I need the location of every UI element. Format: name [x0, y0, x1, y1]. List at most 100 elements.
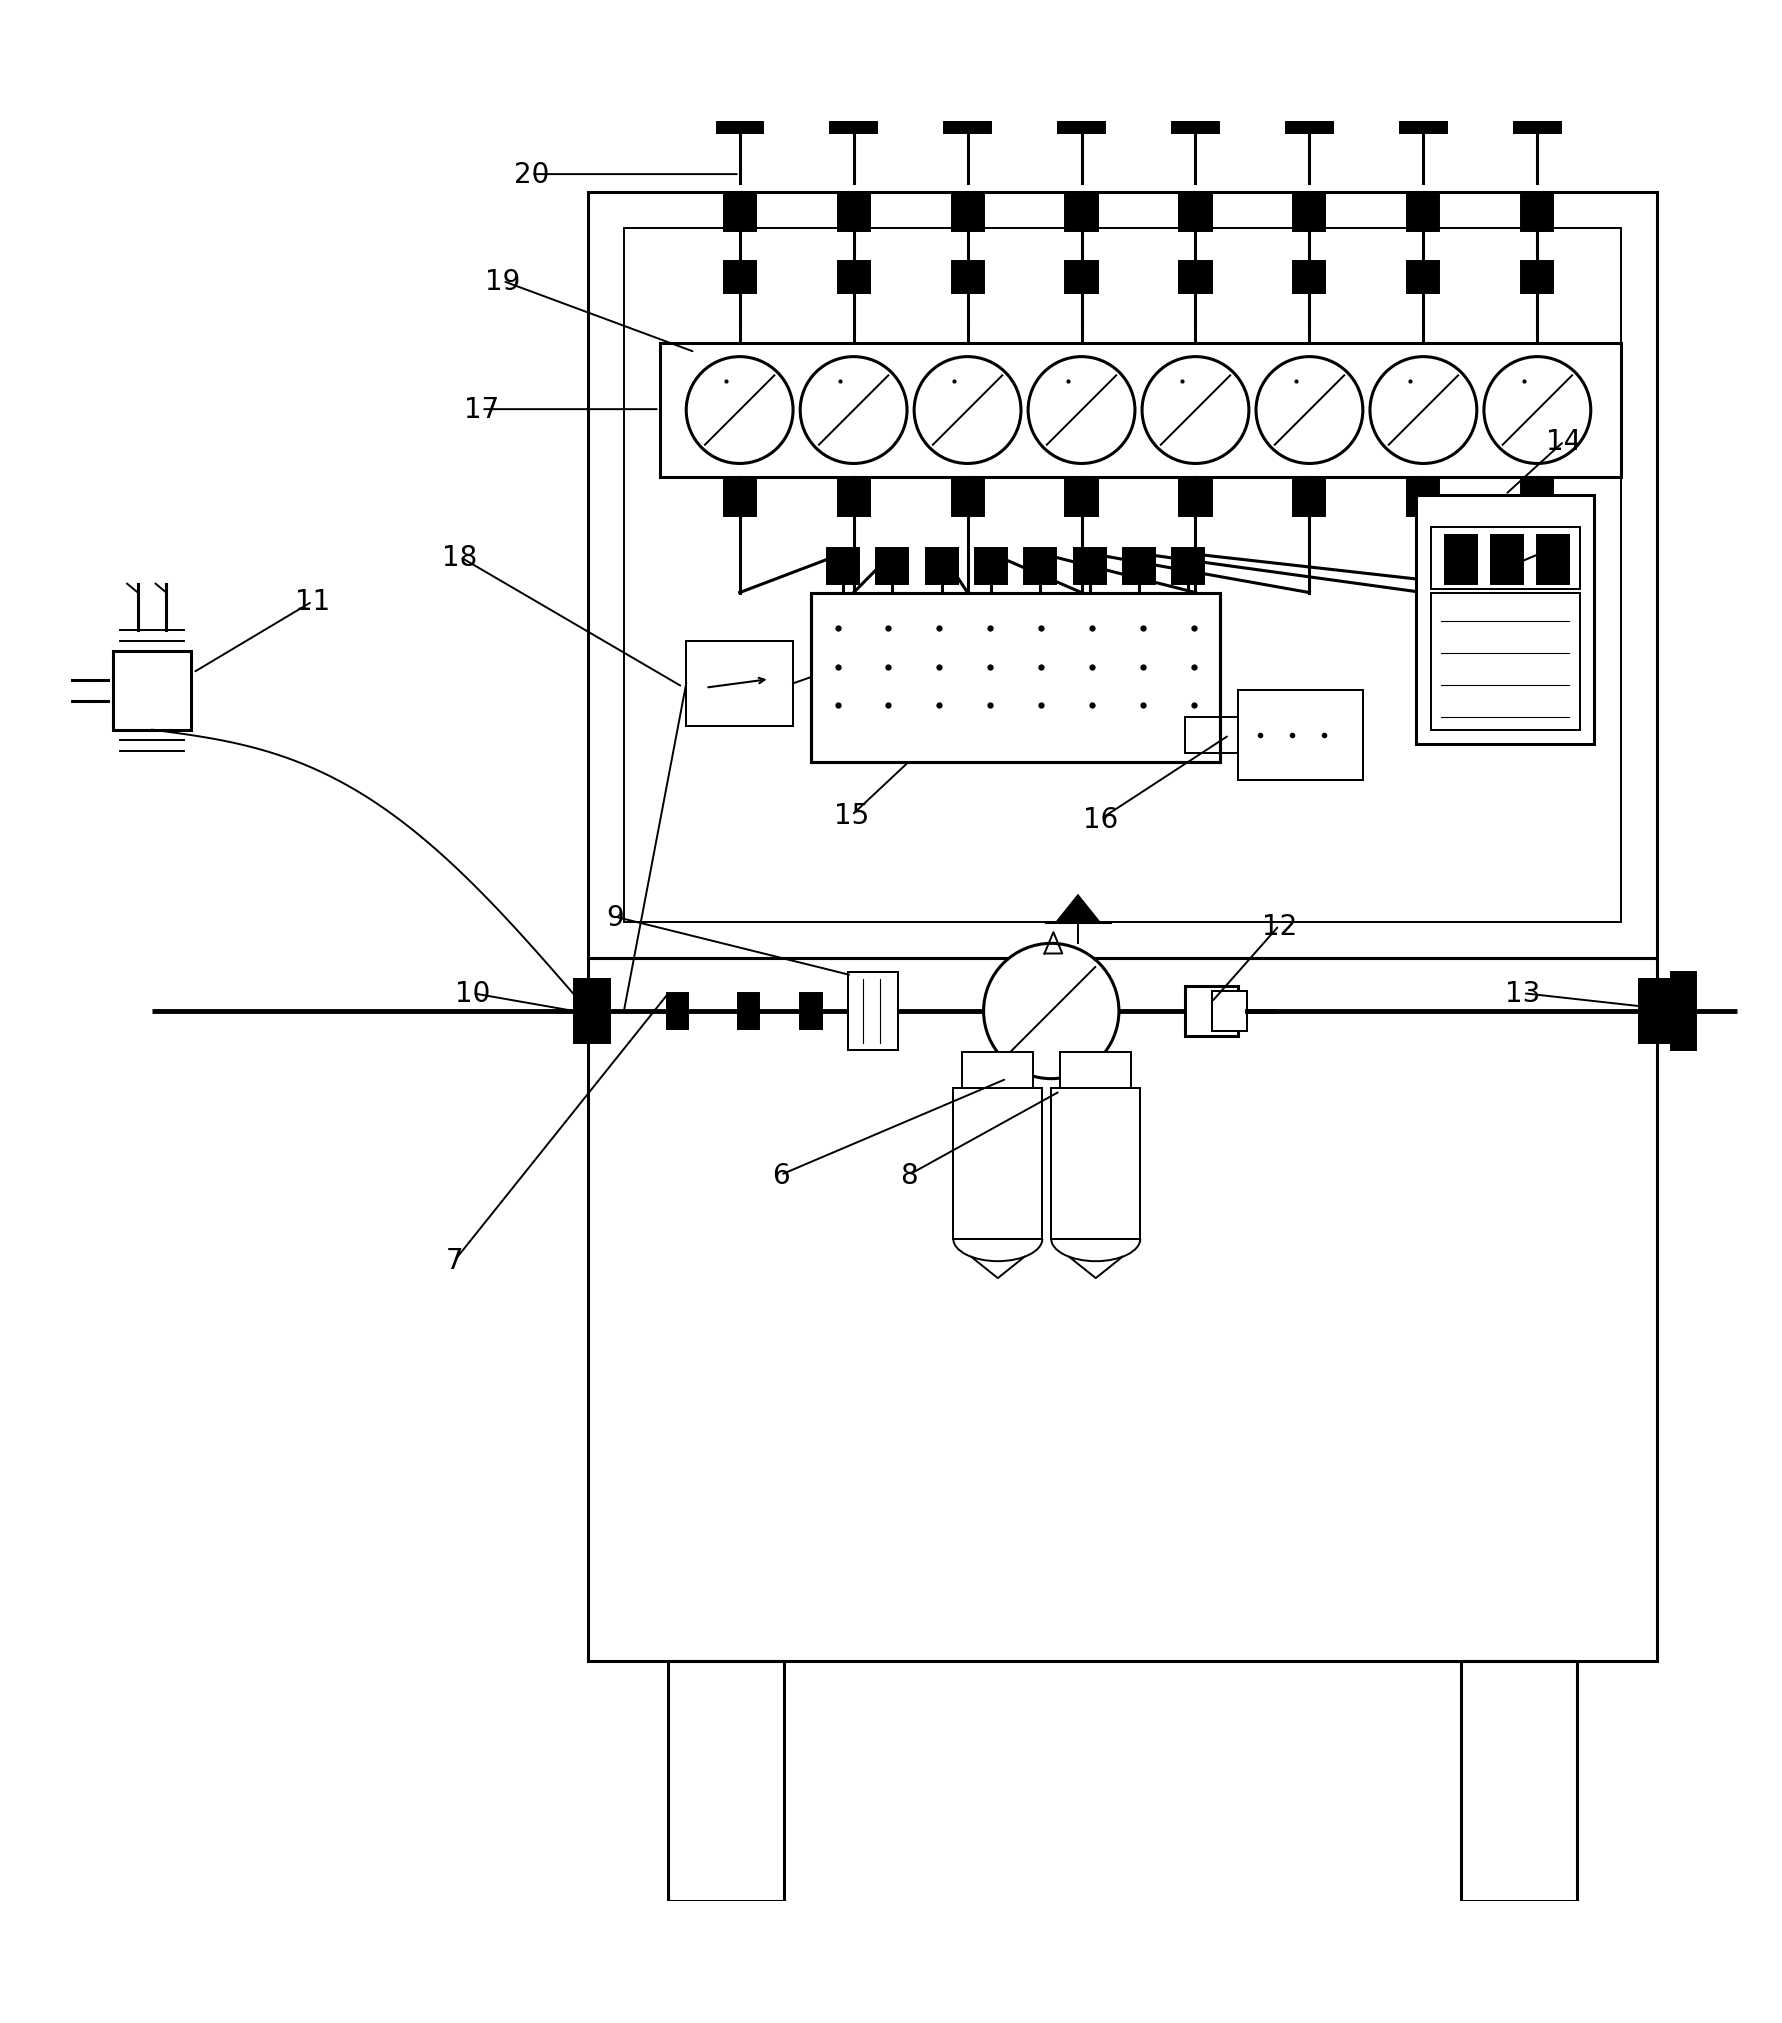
Bar [1180, 263, 1212, 293]
Text: 17: 17 [463, 397, 499, 425]
Bar [975, 548, 1007, 585]
Bar [686, 641, 793, 726]
Circle shape [914, 358, 1021, 463]
Bar [1294, 263, 1326, 293]
Bar [1073, 548, 1105, 585]
Bar [738, 993, 759, 1030]
Bar [659, 344, 1622, 477]
Text: 18: 18 [442, 544, 478, 573]
Circle shape [1484, 358, 1591, 463]
Bar [1212, 991, 1247, 1032]
Circle shape [1256, 358, 1363, 463]
Circle shape [1028, 358, 1135, 463]
Polygon shape [1057, 896, 1099, 922]
Bar [1066, 481, 1098, 516]
Text: 20: 20 [513, 162, 549, 188]
Bar [848, 973, 898, 1050]
Bar [1492, 536, 1524, 585]
Bar [723, 196, 756, 233]
Bar [811, 593, 1221, 763]
Bar [574, 979, 609, 1044]
Bar [686, 641, 793, 726]
Bar [952, 263, 984, 293]
Bar [1515, 89, 1561, 134]
Bar [624, 229, 1622, 922]
Bar [1173, 548, 1205, 585]
Bar [838, 481, 870, 516]
Bar [588, 192, 1657, 959]
Bar [827, 548, 859, 585]
Bar [716, 89, 763, 134]
Bar [1059, 89, 1105, 134]
Text: 8: 8 [900, 1161, 918, 1190]
Bar [1173, 89, 1219, 134]
Text: 10: 10 [454, 979, 490, 1007]
Bar [112, 651, 191, 730]
Bar [1431, 593, 1581, 730]
Bar [1066, 263, 1098, 293]
Bar [838, 263, 870, 293]
Bar [1051, 1088, 1140, 1240]
Bar [1294, 481, 1326, 516]
Circle shape [686, 358, 793, 463]
Text: 15: 15 [834, 801, 870, 829]
Bar [1408, 263, 1440, 293]
Bar [1238, 692, 1363, 781]
Text: 19: 19 [485, 267, 520, 295]
Bar [1185, 718, 1238, 753]
Bar [1417, 496, 1595, 744]
Bar [1025, 548, 1057, 585]
Bar [1066, 196, 1098, 233]
Circle shape [1370, 358, 1477, 463]
Bar [848, 973, 898, 1050]
Bar [800, 993, 822, 1030]
Bar [962, 1052, 1034, 1088]
Bar [952, 481, 984, 516]
Bar [1123, 548, 1155, 585]
Bar [723, 481, 756, 516]
Text: 14: 14 [1547, 429, 1582, 455]
Bar [1294, 196, 1326, 233]
Bar [953, 1088, 1042, 1240]
Bar [1417, 496, 1595, 744]
Circle shape [984, 945, 1119, 1078]
Text: 7: 7 [446, 1246, 463, 1274]
Bar [1185, 987, 1238, 1036]
Bar [1408, 196, 1440, 233]
Bar [1185, 987, 1238, 1036]
Bar [1287, 89, 1333, 134]
Text: 11: 11 [294, 589, 330, 617]
Bar [1445, 536, 1477, 585]
Bar [952, 196, 984, 233]
Bar [1672, 973, 1696, 1050]
Bar [1212, 991, 1247, 1032]
Text: 9: 9 [606, 902, 624, 931]
Bar [830, 89, 877, 134]
Bar [112, 651, 191, 730]
Bar [1522, 263, 1554, 293]
Text: 12: 12 [1262, 912, 1297, 941]
Bar [877, 548, 909, 585]
Bar [1522, 481, 1554, 516]
Bar [668, 1661, 784, 1902]
Bar [1522, 196, 1554, 233]
Bar [1408, 481, 1440, 516]
Bar [1431, 528, 1581, 591]
Bar [1538, 536, 1570, 585]
Bar [1639, 979, 1675, 1044]
Bar [1180, 196, 1212, 233]
Bar [1461, 1661, 1577, 1902]
Circle shape [800, 358, 907, 463]
Bar [944, 89, 991, 134]
Bar [953, 1088, 1042, 1240]
Circle shape [1142, 358, 1249, 463]
Bar [1401, 89, 1447, 134]
Bar [1180, 481, 1212, 516]
Text: 13: 13 [1506, 979, 1541, 1007]
Bar [1238, 692, 1363, 781]
Bar [811, 593, 1221, 763]
Bar [1051, 1088, 1140, 1240]
Bar [723, 263, 756, 293]
Bar [838, 196, 870, 233]
Bar [659, 344, 1622, 477]
